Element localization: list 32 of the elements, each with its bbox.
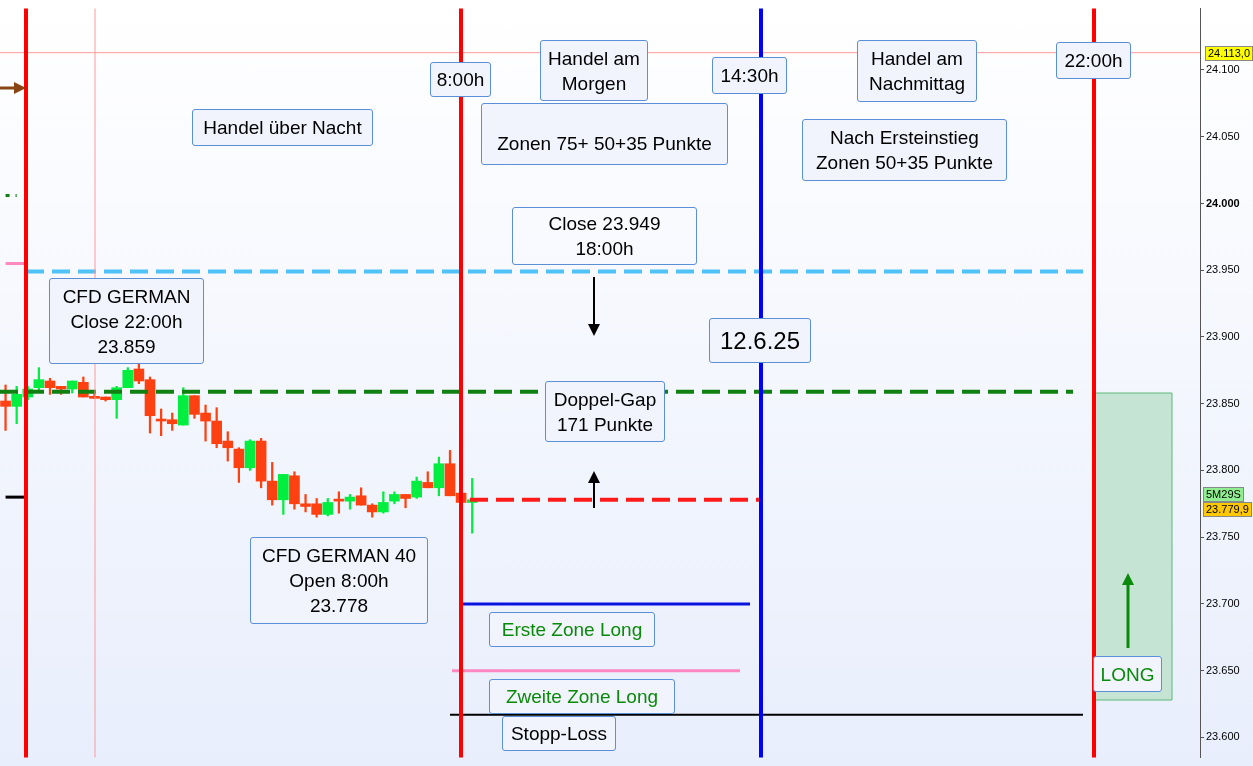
- annotation: Zonen 75+ 50+35 Punkte: [481, 103, 728, 165]
- annotation: 8:00h: [430, 62, 491, 97]
- y-tick-label: 23.800: [1206, 463, 1240, 476]
- annotation: Handel am Morgen: [540, 40, 648, 101]
- annotation: 22:00h: [1056, 42, 1131, 79]
- y-tick-label: 23.900: [1206, 329, 1240, 342]
- ref-line-label: Stopp-Loss: [502, 716, 616, 751]
- y-tick-label: 24.050: [1206, 129, 1240, 142]
- y-tick-label: 23.850: [1206, 396, 1240, 409]
- annotation: 14:30h: [712, 57, 787, 94]
- y-tick-label: 23.650: [1206, 663, 1240, 676]
- annotation: 12.6.25: [709, 318, 811, 363]
- ref-line-label: CFD GERMAN Close 22:00h 23.859: [49, 278, 204, 364]
- annotation: Close 23.949 18:00h: [512, 207, 697, 265]
- y-tick-label: 24.000: [1206, 196, 1240, 209]
- text: 23.779,9: [1203, 502, 1252, 517]
- text: 5M29S: [1203, 487, 1244, 502]
- annotation: Handel am Nachmittag: [857, 40, 977, 102]
- annotation: Handel über Nacht: [192, 109, 373, 146]
- y-tick-label: 24.100: [1206, 63, 1240, 76]
- y-tick-label: 23.750: [1206, 530, 1240, 543]
- y-tick-label: 23.950: [1206, 263, 1240, 276]
- ref-line-label: 24.113,0: [1205, 45, 1253, 61]
- candlestick: [0, 384, 11, 431]
- y-tick-label: 23.600: [1206, 730, 1240, 743]
- y-tick-label: 23.700: [1206, 596, 1240, 609]
- annotation: CFD GERMAN 40 Open 8:00h 23.778: [250, 537, 428, 624]
- band-label: LONG: [1093, 656, 1162, 692]
- ref-line-label: Erste Zone Long: [489, 612, 655, 647]
- ref-line-label: Zweite Zone Long: [489, 679, 675, 714]
- annotation: Nach Ersteinstieg Zonen 50+35 Punkte: [802, 119, 1007, 181]
- annotation: Doppel-Gap 171 Punkte: [545, 381, 665, 442]
